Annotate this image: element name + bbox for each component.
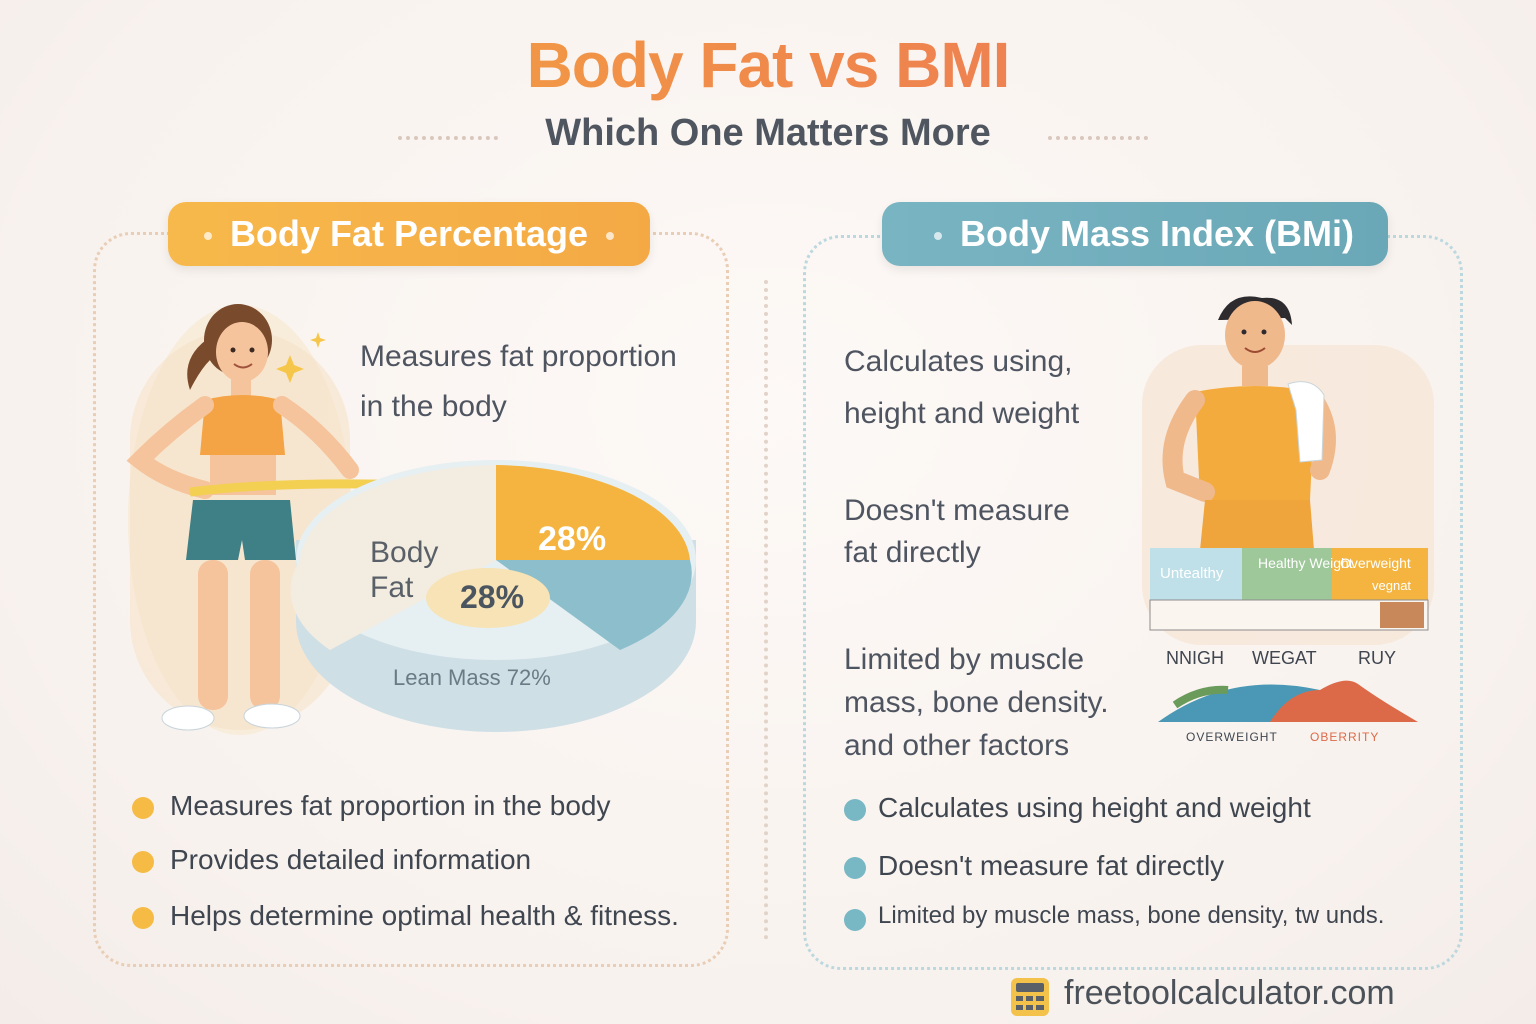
bmi-heading: Body Mass Index (BMi): [882, 202, 1388, 266]
center-divider: [764, 280, 768, 940]
bmi-point-1: Calculates using, height and weight: [844, 345, 1080, 430]
left-bullet-list: Measures fat proportion in the body Prov…: [132, 790, 679, 932]
left-intro: Measures fat proportion in the body: [360, 332, 677, 432]
list-item: Limited by muscle mass, bone density, tw…: [844, 902, 1384, 931]
calculator-icon: [1011, 978, 1049, 1016]
list-item: Helps determine optimal health & fitness…: [132, 900, 679, 932]
bullet-dot: [132, 907, 154, 929]
list-item: Measures fat proportion in the body: [132, 790, 679, 822]
page-subtitle: Which One Matters More: [545, 112, 991, 154]
left-intro-line-2: in the body: [360, 390, 507, 423]
bullet-dot: [132, 797, 154, 819]
right-bullet-list: Calculates using height and weight Doesn…: [844, 792, 1384, 931]
bullet-dot: [844, 909, 866, 931]
divider-left: [398, 136, 498, 140]
list-item: Provides detailed information: [132, 844, 679, 876]
bullet-dot: [844, 857, 866, 879]
footer-site-link[interactable]: freetoolcalculator.com: [1064, 974, 1395, 1012]
body-fat-heading: Body Fat Percentage: [168, 202, 650, 266]
list-item: Doesn't measure fat directly: [844, 850, 1384, 882]
list-item: Calculates using height and weight: [844, 792, 1384, 824]
bmi-point-3: Limited by muscle mass, bone density. an…: [844, 643, 1109, 762]
bmi-point-2: Doesn't measure fat directly: [844, 494, 1070, 569]
page-title: Body Fat vs BMI: [0, 28, 1536, 102]
bullet-dot: [844, 799, 866, 821]
divider-right: [1048, 136, 1148, 140]
left-intro-line-1: Measures fat proportion: [360, 340, 677, 373]
bullet-dot: [132, 851, 154, 873]
